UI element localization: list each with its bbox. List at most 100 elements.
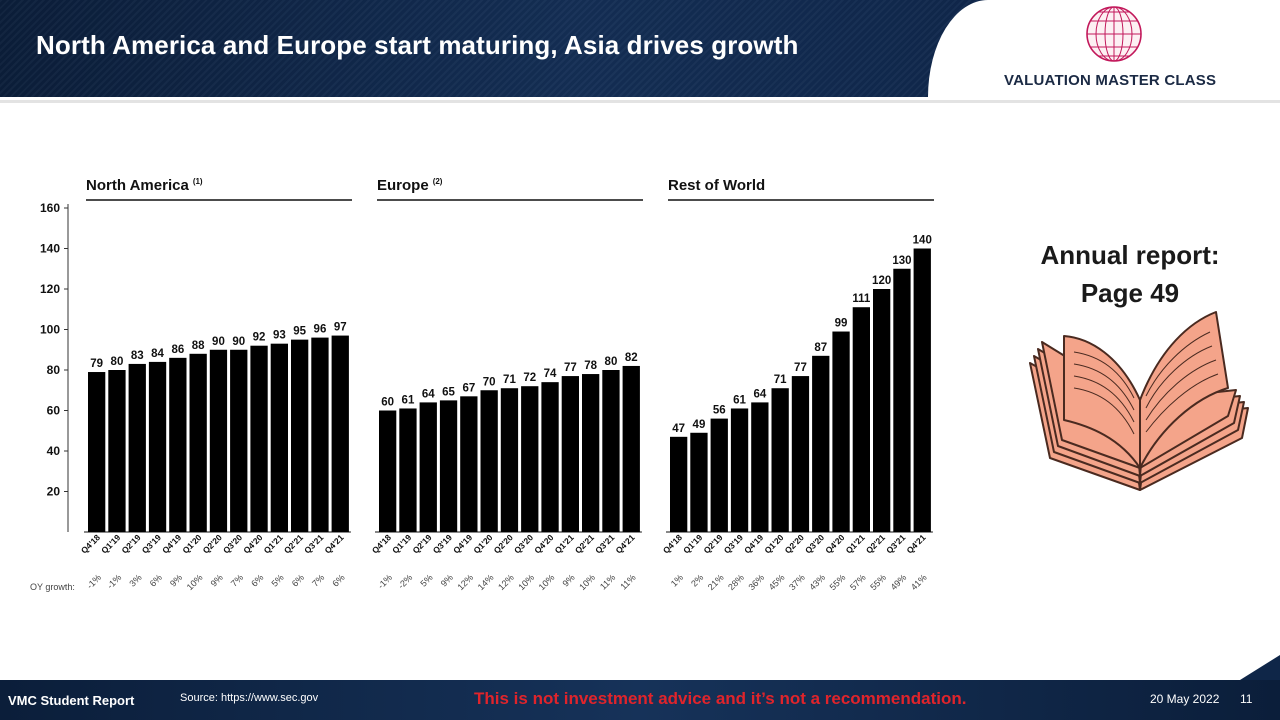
bar-value-label: 130 <box>892 255 911 267</box>
footer-corner-accent <box>1240 655 1280 680</box>
x-category-label: Q2'19 <box>119 532 142 555</box>
bar-value-label: 80 <box>605 356 618 368</box>
x-category-label: Q2'21 <box>573 532 596 555</box>
growth-label: 10% <box>516 572 536 592</box>
bar <box>873 289 891 532</box>
x-category-label: Q4'21 <box>904 532 927 555</box>
growth-row-label: OY growth: <box>30 582 75 592</box>
bar <box>791 376 810 532</box>
bar-value-label: 77 <box>794 362 807 374</box>
growth-label: 9% <box>209 572 225 588</box>
bar <box>670 436 688 532</box>
bar-value-label: 67 <box>462 382 475 394</box>
growth-label: -1% <box>376 572 394 590</box>
bar-value-label: 93 <box>273 330 286 342</box>
bar-value-label: 47 <box>672 423 685 435</box>
x-category-label: Q3'20 <box>512 532 535 555</box>
bar-value-label: 78 <box>584 360 597 372</box>
growth-label: 45% <box>767 572 787 592</box>
bar-value-label: 120 <box>872 275 891 287</box>
x-category-label: Q1'21 <box>553 532 576 555</box>
x-category-label: Q2'20 <box>783 532 806 555</box>
open-book-icon <box>1029 311 1249 491</box>
bar-value-label: 72 <box>523 372 536 384</box>
bar <box>230 349 248 532</box>
growth-label: 28% <box>726 572 746 592</box>
growth-label: -1% <box>85 572 103 590</box>
bar-value-label: 86 <box>171 344 184 356</box>
x-category-label: Q1'19 <box>390 532 413 555</box>
bar <box>311 337 329 532</box>
x-category-label: Q3'20 <box>221 532 244 555</box>
x-category-label: Q2'20 <box>492 532 515 555</box>
bar-value-label: 83 <box>131 350 144 362</box>
bar <box>561 376 579 532</box>
bar <box>209 349 228 532</box>
x-category-label: Q4'21 <box>322 532 345 555</box>
panel-title: Europe (2) <box>377 177 443 194</box>
bar-value-label: 90 <box>232 336 245 348</box>
y-tick-label: 140 <box>40 242 60 256</box>
bar <box>710 418 728 532</box>
growth-label: 1% <box>669 572 685 588</box>
growth-label: 55% <box>828 572 848 592</box>
bar-value-label: 70 <box>483 376 496 388</box>
bar-value-label: 60 <box>381 397 394 409</box>
x-category-label: Q2'19 <box>410 532 433 555</box>
growth-label: 21% <box>706 572 726 592</box>
bar-value-label: 99 <box>835 318 848 330</box>
bar <box>379 410 397 532</box>
bar <box>582 374 600 532</box>
y-tick-label: 40 <box>47 444 61 458</box>
panel-title-footnote: (2) <box>433 177 443 186</box>
x-category-label: Q3'20 <box>803 532 826 555</box>
panel-title: North America (1) <box>86 177 203 194</box>
globe-logo-icon <box>1086 6 1142 62</box>
bar <box>189 353 207 532</box>
y-tick-label: 120 <box>40 282 60 296</box>
bar <box>480 390 498 532</box>
bar <box>500 388 519 532</box>
logo-text: VALUATION MASTER CLASS <box>1004 72 1217 89</box>
footer-date: 20 May 2022 <box>1150 692 1220 706</box>
footer-bar <box>0 680 1280 720</box>
growth-label: 11% <box>598 572 617 591</box>
bar <box>460 396 478 532</box>
growth-label: 10% <box>577 572 597 592</box>
slide-title: North America and Europe start maturing,… <box>36 30 799 60</box>
growth-label: 43% <box>807 572 827 592</box>
footer-disclaimer: This is not investment advice and it’s n… <box>474 689 967 708</box>
bar-value-label: 64 <box>753 388 766 400</box>
bar <box>730 408 749 532</box>
growth-label: 14% <box>476 572 496 592</box>
bar-value-label: 140 <box>913 235 932 247</box>
bar <box>751 402 769 532</box>
header-divider <box>0 100 1280 103</box>
x-category-label: Q4'20 <box>823 532 846 555</box>
bar-value-label: 87 <box>814 342 827 354</box>
growth-label: 9% <box>560 572 576 588</box>
growth-label: 3% <box>127 572 143 588</box>
x-category-label: Q4'20 <box>241 532 264 555</box>
x-category-label: Q2'19 <box>701 532 724 555</box>
bar-value-label: 84 <box>151 348 164 360</box>
bar-value-label: 88 <box>192 340 205 352</box>
bar <box>622 365 640 532</box>
x-category-label: Q1'20 <box>180 532 203 555</box>
x-category-label: Q2'21 <box>282 532 305 555</box>
growth-label: 9% <box>439 572 455 588</box>
bar <box>88 372 106 532</box>
growth-label: -1% <box>105 572 123 590</box>
bar-value-label: 79 <box>90 358 103 370</box>
bar <box>439 400 458 532</box>
growth-label: 6% <box>330 572 346 588</box>
footer-page-number: 11 <box>1240 692 1253 706</box>
growth-label: 11% <box>618 572 637 591</box>
annual-report-line2: Page 49 <box>1080 278 1180 308</box>
bar-value-label: 71 <box>774 374 787 386</box>
bar <box>169 357 187 532</box>
x-category-label: Q3'21 <box>302 532 325 555</box>
x-category-label: Q4'21 <box>613 532 636 555</box>
x-category-label: Q4'19 <box>451 532 474 555</box>
x-category-label: Q2'21 <box>864 532 887 555</box>
